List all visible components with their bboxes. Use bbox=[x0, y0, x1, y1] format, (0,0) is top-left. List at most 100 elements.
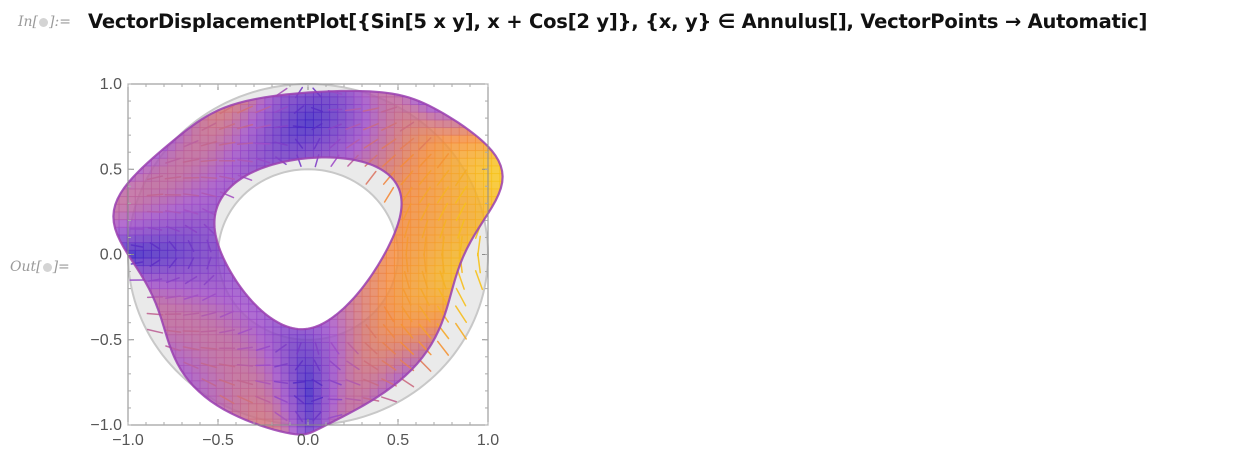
vector-127 bbox=[345, 379, 361, 386]
vector-103 bbox=[292, 125, 306, 128]
vector-70 bbox=[236, 363, 254, 367]
vector-67 bbox=[219, 104, 235, 115]
vector-19 bbox=[168, 257, 178, 269]
vector-138 bbox=[365, 324, 377, 339]
vector-177 bbox=[421, 270, 429, 290]
vector-205 bbox=[455, 202, 467, 222]
vector-200 bbox=[455, 287, 467, 307]
vector-148 bbox=[382, 324, 396, 339]
vector-119 bbox=[329, 360, 341, 371]
vector-178 bbox=[423, 253, 427, 273]
input-code[interactable]: VectorDisplacementPlot[{Sin[5 x y], x + … bbox=[88, 10, 1148, 33]
vector-149 bbox=[383, 306, 395, 323]
vector-34 bbox=[184, 224, 198, 234]
vector-31 bbox=[184, 275, 198, 285]
vector-99 bbox=[294, 360, 304, 371]
vector-164 bbox=[405, 236, 409, 256]
vector-104 bbox=[293, 105, 305, 114]
vector-190 bbox=[439, 270, 447, 290]
vector-61 bbox=[219, 310, 235, 318]
vector-134 bbox=[362, 397, 380, 402]
vector-7 bbox=[147, 278, 163, 282]
vector-98 bbox=[292, 381, 306, 384]
vector-66 bbox=[218, 123, 236, 131]
vector-84 bbox=[255, 124, 271, 129]
vector-143 bbox=[362, 107, 380, 112]
vector-197 bbox=[436, 153, 450, 169]
vector-47 bbox=[206, 256, 212, 270]
vector-209 bbox=[477, 252, 481, 274]
vector-198 bbox=[455, 322, 467, 340]
vector-79 bbox=[255, 380, 271, 385]
vector-43 bbox=[200, 329, 218, 333]
vector-8 bbox=[149, 259, 161, 267]
vector-41 bbox=[200, 362, 218, 369]
vector-96 bbox=[294, 410, 304, 423]
vector-210 bbox=[477, 235, 481, 257]
vector-32 bbox=[187, 257, 195, 269]
vector-112 bbox=[313, 137, 321, 150]
vector-62 bbox=[219, 191, 235, 199]
vector-122 bbox=[329, 138, 341, 149]
vector-110 bbox=[314, 341, 320, 355]
vector-151 bbox=[382, 170, 396, 185]
vector-10 bbox=[147, 227, 163, 231]
vector-135 bbox=[363, 378, 379, 387]
vector-199 bbox=[454, 305, 468, 324]
vector-128 bbox=[346, 360, 360, 371]
vector-155 bbox=[381, 106, 397, 113]
displaced-region-fill bbox=[113, 90, 503, 435]
y-tick-label-1: 0.5 bbox=[100, 161, 122, 178]
vector-180 bbox=[421, 219, 429, 239]
vector-38 bbox=[182, 158, 200, 163]
vector-203 bbox=[459, 235, 463, 257]
vector-50 bbox=[202, 208, 216, 216]
vector-72 bbox=[237, 328, 253, 335]
vector-147 bbox=[382, 341, 396, 355]
cell-number-dot bbox=[39, 17, 49, 27]
vector-196 bbox=[436, 169, 450, 186]
vector-9 bbox=[149, 242, 161, 250]
vector-87 bbox=[274, 395, 288, 403]
vector-188 bbox=[436, 305, 450, 323]
vector-78 bbox=[255, 395, 271, 404]
vector-171 bbox=[399, 121, 415, 132]
vector-46 bbox=[203, 274, 215, 286]
vector-45 bbox=[202, 293, 216, 301]
vector-52 bbox=[200, 176, 218, 180]
vector-167 bbox=[401, 186, 413, 203]
vector-154 bbox=[381, 122, 397, 131]
vector-166 bbox=[402, 203, 412, 221]
vector-158 bbox=[400, 341, 414, 355]
vector-15 bbox=[164, 329, 182, 333]
vector-97 bbox=[293, 395, 305, 404]
vector-141 bbox=[363, 138, 379, 149]
vector-71 bbox=[237, 346, 253, 350]
x-tick-label-1: −0.5 bbox=[202, 432, 234, 449]
vector-76 bbox=[236, 123, 254, 130]
vector-136 bbox=[363, 360, 379, 371]
vector-173 bbox=[418, 341, 432, 356]
vector-54 bbox=[200, 140, 218, 147]
vector-22 bbox=[165, 210, 181, 214]
vector-139 bbox=[365, 170, 377, 185]
vector-49 bbox=[203, 223, 215, 235]
vector-113 bbox=[311, 122, 323, 131]
vector-193 bbox=[439, 219, 447, 239]
input-label: In[]:= bbox=[18, 14, 71, 30]
x-tick-label-2: 0.0 bbox=[297, 432, 319, 449]
vector-51 bbox=[201, 192, 217, 198]
vector-114 bbox=[310, 106, 324, 113]
vector-17 bbox=[165, 295, 181, 299]
vector-57 bbox=[218, 378, 236, 386]
vector-29 bbox=[182, 312, 200, 316]
vector-35 bbox=[183, 209, 199, 215]
vector-146 bbox=[381, 359, 397, 371]
vector-126 bbox=[344, 397, 362, 402]
vector-18 bbox=[166, 277, 180, 284]
vector-93 bbox=[273, 124, 289, 129]
vector-201 bbox=[457, 270, 465, 290]
vector-63 bbox=[219, 175, 235, 180]
vector-85 bbox=[255, 105, 271, 114]
